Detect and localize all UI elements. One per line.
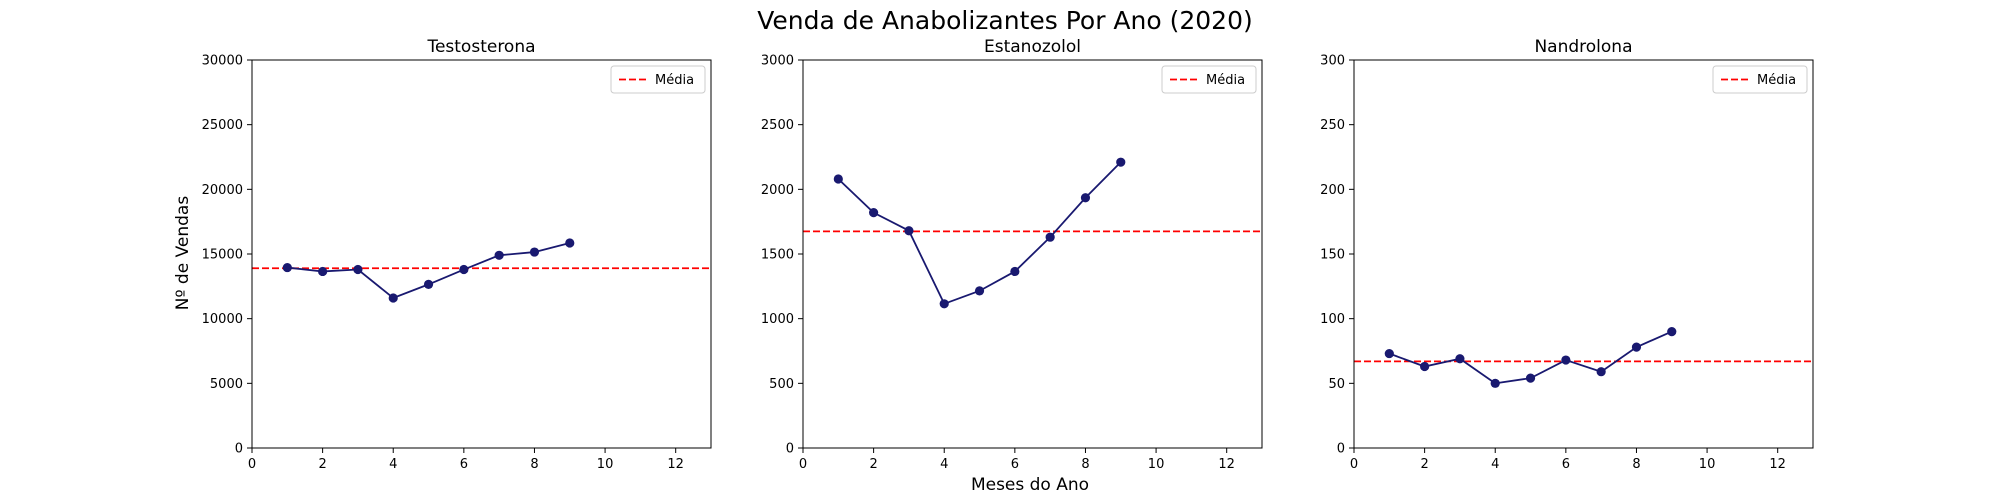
y-tick-label: 50 bbox=[1328, 377, 1345, 392]
y-tick-label: 30000 bbox=[202, 54, 243, 69]
x-tick-label: 0 bbox=[799, 457, 807, 472]
data-point bbox=[1596, 367, 1606, 377]
data-point bbox=[423, 279, 434, 289]
data-point bbox=[904, 226, 914, 236]
axes-frame bbox=[251, 59, 712, 449]
x-tick-label: 8 bbox=[1632, 457, 1640, 472]
data-point bbox=[939, 299, 949, 309]
data-point bbox=[1010, 266, 1020, 277]
axes-frame bbox=[802, 59, 1263, 449]
x-tick-label: 4 bbox=[1491, 457, 1499, 472]
chart-panel-3: Nandrolona 0 2 4 6 8 10 12 0 50 100 150 200 250 300 Méd… bbox=[1320, 37, 1814, 472]
x-tick-label: 12 bbox=[1218, 457, 1235, 472]
data-point bbox=[1490, 378, 1500, 388]
x-tick-label: 2 bbox=[318, 457, 326, 472]
data-point bbox=[1455, 354, 1465, 364]
y-tick-label: 500 bbox=[769, 377, 794, 392]
legend-box bbox=[610, 65, 706, 94]
y-tick-label: 5000 bbox=[210, 377, 243, 392]
chart-panel-1: Testosterona 0 2 4 6 8 10 12 0 5000 10000 15000 2000… bbox=[202, 37, 712, 472]
data-point bbox=[1384, 348, 1394, 359]
data-point bbox=[529, 247, 540, 257]
y-tick-label: 20000 bbox=[202, 183, 243, 198]
legend-label: Média bbox=[655, 73, 694, 88]
y-tick-label: 200 bbox=[1320, 183, 1345, 198]
x-tick-label: 8 bbox=[1081, 457, 1089, 472]
legend-label: Média bbox=[1206, 73, 1245, 88]
data-point bbox=[869, 208, 879, 218]
x-tick-label: 6 bbox=[1011, 457, 1019, 472]
x-tick-label: 4 bbox=[389, 457, 397, 472]
y-axis-label: Nº de Vendas bbox=[173, 196, 193, 311]
data-point bbox=[1525, 373, 1536, 383]
x-tick-label: 12 bbox=[667, 457, 684, 472]
x-axis-label: Meses do Ano bbox=[971, 475, 1089, 495]
legend-label: Média bbox=[1757, 73, 1796, 88]
panel-title: Testosterona bbox=[426, 37, 535, 57]
data-point bbox=[353, 264, 363, 275]
y-tick-label: 150 bbox=[1320, 248, 1345, 263]
x-tick-label: 6 bbox=[460, 457, 468, 472]
y-tick-label: 250 bbox=[1320, 118, 1345, 133]
series-line bbox=[837, 161, 1122, 305]
y-tick-label: 0 bbox=[235, 442, 243, 457]
data-point bbox=[388, 293, 398, 303]
data-point bbox=[1420, 361, 1430, 372]
y-tick-label: 15000 bbox=[202, 248, 243, 263]
x-tick-label: 0 bbox=[1350, 457, 1358, 472]
y-tick-label: 100 bbox=[1320, 312, 1345, 327]
x-tick-label: 2 bbox=[869, 457, 877, 472]
y-tick-label: 2000 bbox=[761, 183, 794, 198]
y-tick-label: 1500 bbox=[761, 248, 794, 263]
x-tick-label: 0 bbox=[248, 457, 256, 472]
x-tick-label: 8 bbox=[530, 457, 538, 472]
data-point bbox=[494, 250, 504, 260]
legend: Média bbox=[610, 65, 706, 94]
x-tick-label: 12 bbox=[1769, 457, 1786, 472]
data-point bbox=[1561, 355, 1571, 365]
data-point bbox=[565, 238, 575, 248]
x-tick-label: 10 bbox=[1699, 457, 1716, 472]
legend-box bbox=[1712, 65, 1808, 94]
y-tick-label: 1000 bbox=[761, 312, 794, 327]
data-point bbox=[1667, 327, 1677, 337]
axes-frame bbox=[1353, 59, 1814, 449]
y-tick-label: 3000 bbox=[761, 54, 794, 69]
x-tick-label: 2 bbox=[1420, 457, 1428, 472]
data-point bbox=[282, 262, 292, 273]
y-tick-label: 0 bbox=[786, 442, 794, 457]
data-point bbox=[1080, 193, 1091, 203]
figure-title: Venda de Anabolizantes Por Ano (2020) bbox=[757, 6, 1253, 35]
chart-panel-2: Estanozolol 0 2 4 6 8 10 12 0 500 1000 1500 2000 2500… bbox=[761, 37, 1263, 472]
y-tick-label: 25000 bbox=[202, 118, 243, 133]
y-tick-label: 10000 bbox=[202, 312, 243, 327]
data-point bbox=[1045, 232, 1055, 242]
legend: Média bbox=[1161, 65, 1257, 94]
panel-title: Nandrolona bbox=[1534, 37, 1632, 57]
data-point bbox=[833, 174, 843, 184]
y-tick-label: 300 bbox=[1320, 54, 1345, 69]
data-point bbox=[1631, 342, 1642, 352]
data-point bbox=[318, 266, 328, 277]
legend: Média bbox=[1712, 65, 1808, 94]
y-tick-label: 0 bbox=[1337, 442, 1345, 457]
x-tick-label: 6 bbox=[1562, 457, 1570, 472]
x-tick-label: 10 bbox=[1148, 457, 1165, 472]
data-point bbox=[459, 264, 469, 275]
data-point bbox=[974, 286, 985, 296]
series-line bbox=[287, 242, 570, 299]
data-point bbox=[1116, 157, 1126, 167]
x-tick-label: 4 bbox=[940, 457, 948, 472]
legend-box bbox=[1161, 65, 1257, 94]
y-tick-label: 2500 bbox=[761, 118, 794, 133]
x-tick-label: 10 bbox=[597, 457, 614, 472]
panel-title: Estanozolol bbox=[984, 37, 1081, 57]
